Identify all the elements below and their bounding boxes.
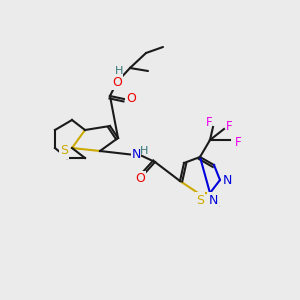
Text: H: H bbox=[140, 146, 148, 156]
Text: S: S bbox=[60, 145, 68, 158]
Text: F: F bbox=[226, 119, 232, 133]
Text: N: N bbox=[222, 173, 232, 187]
Text: F: F bbox=[235, 136, 241, 148]
Text: O: O bbox=[135, 172, 145, 185]
Text: N: N bbox=[208, 194, 218, 206]
Text: H: H bbox=[115, 66, 123, 76]
Text: O: O bbox=[112, 76, 122, 88]
Text: N: N bbox=[131, 148, 141, 160]
Text: F: F bbox=[206, 116, 212, 128]
Text: O: O bbox=[126, 92, 136, 106]
Text: S: S bbox=[196, 194, 204, 206]
